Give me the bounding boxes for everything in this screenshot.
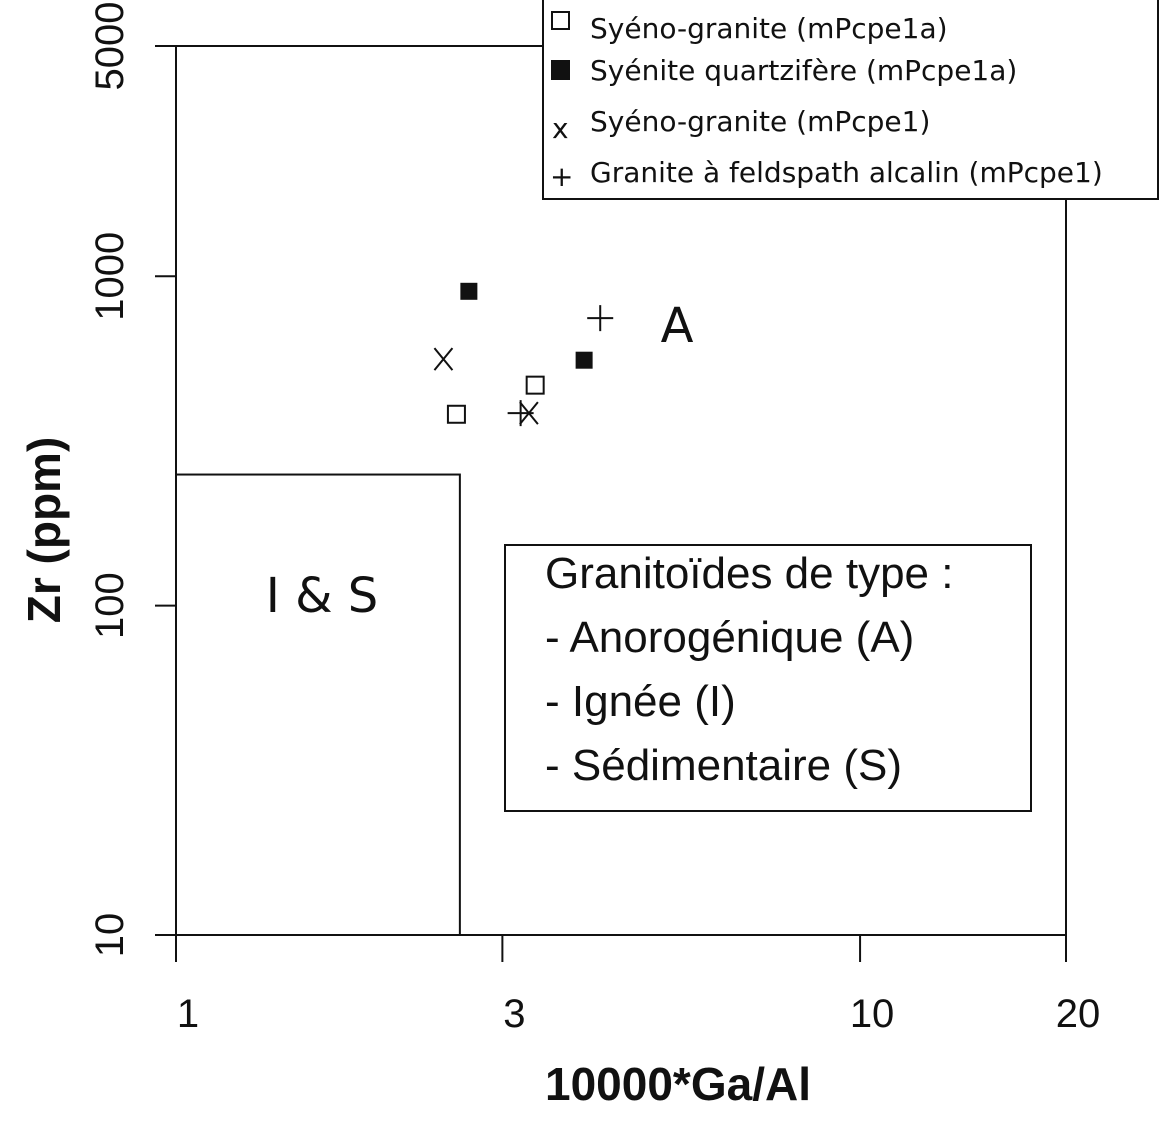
legend: Syéno-granite (mPcpe1a) Syénite quartzif… — [542, 0, 1159, 200]
legend-x-icon: x — [552, 112, 569, 145]
legend-open-square-icon — [551, 11, 570, 30]
legend-label: Syéno-granite (mPcpe1a) — [590, 12, 948, 45]
y-axis-label: Zr (ppm) — [18, 437, 70, 624]
x-point — [433, 347, 454, 371]
filled-square-point — [575, 351, 593, 369]
open-square-point — [525, 375, 545, 395]
annotation-line: - Sédimentaire (S) — [545, 741, 902, 790]
x-tick-label: 3 — [503, 992, 525, 1036]
legend-label: Syéno-granite (mPcpe1) — [590, 105, 930, 138]
annotation-title: Granitoïdes de type : — [545, 549, 953, 598]
legend-label: Granite à feldspath alcalin (mPcpe1) — [590, 156, 1103, 189]
annotation-line: - Anorogénique (A) — [545, 613, 914, 662]
x-tick-label: 20 — [1056, 992, 1101, 1036]
plus-point — [507, 400, 534, 427]
legend-label: Syénite quartzifère (mPcpe1a) — [590, 54, 1017, 87]
x-tick-label: 1 — [177, 992, 199, 1036]
y-tick-label: 1000 — [88, 232, 132, 321]
open-square-point — [446, 404, 466, 424]
filled-square-point — [460, 282, 478, 300]
region-label-a: A — [661, 298, 694, 354]
y-tick-label: 10 — [88, 913, 132, 958]
region-label-i-s: I & S — [266, 568, 379, 624]
x-axis-label: 10000*Ga/Al — [545, 1058, 811, 1110]
y-tick-label: 5000 — [88, 2, 132, 91]
i-and-s-field-boundary — [175, 473, 461, 936]
plus-point — [587, 305, 614, 332]
legend-plus-icon: + — [550, 160, 573, 193]
x-tick-label: 10 — [850, 992, 895, 1036]
legend-filled-square-icon — [551, 60, 570, 80]
annotation-box: Granitoïdes de type : - Anorogénique (A)… — [504, 544, 1032, 812]
annotation-line: - Ignée (I) — [545, 677, 736, 726]
y-tick-label: 100 — [88, 572, 132, 639]
